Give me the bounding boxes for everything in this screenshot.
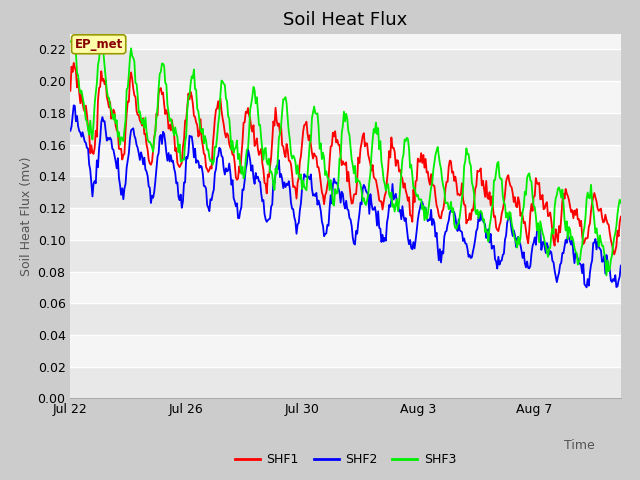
- SHF3: [332, 186, 339, 192]
- SHF2: [332, 180, 340, 185]
- SHF2: [606, 267, 614, 273]
- SHF1: [617, 214, 625, 219]
- SHF3: [394, 208, 402, 214]
- Title: Soil Heat Flux: Soil Heat Flux: [284, 11, 408, 29]
- SHF1: [365, 156, 373, 162]
- Bar: [70, 240, 621, 272]
- SHF2: [396, 209, 403, 215]
- Y-axis label: Soil Heat Flux (mv): Soil Heat Flux (mv): [20, 156, 33, 276]
- Line: SHF2: SHF2: [70, 105, 621, 288]
- Bar: [70, 208, 621, 240]
- Legend: SHF1, SHF2, SHF3: SHF1, SHF2, SHF3: [230, 448, 461, 471]
- Text: EP_met: EP_met: [75, 38, 123, 51]
- Bar: [70, 303, 621, 335]
- SHF1: [67, 88, 74, 94]
- SHF1: [519, 213, 527, 219]
- SHF2: [70, 102, 77, 108]
- SHF3: [605, 268, 612, 274]
- Line: SHF1: SHF1: [70, 63, 621, 254]
- SHF3: [518, 219, 525, 225]
- Text: Time: Time: [564, 439, 595, 452]
- Bar: [70, 49, 621, 81]
- Bar: [70, 81, 621, 113]
- Bar: [70, 335, 621, 367]
- SHF2: [365, 211, 373, 216]
- Bar: [70, 144, 621, 176]
- SHF1: [329, 130, 337, 135]
- SHF2: [519, 255, 527, 261]
- SHF2: [583, 285, 591, 290]
- SHF1: [70, 60, 77, 66]
- Bar: [70, 367, 621, 398]
- SHF1: [332, 140, 340, 145]
- SHF2: [617, 263, 625, 268]
- SHF3: [603, 273, 611, 278]
- SHF2: [329, 181, 337, 187]
- SHF2: [67, 128, 74, 133]
- Bar: [70, 176, 621, 208]
- Bar: [70, 113, 621, 144]
- Line: SHF3: SHF3: [70, 42, 621, 276]
- SHF3: [67, 39, 74, 45]
- Bar: [70, 272, 621, 303]
- SHF1: [396, 168, 403, 174]
- SHF3: [364, 192, 372, 197]
- SHF1: [605, 222, 612, 228]
- SHF1: [611, 252, 618, 257]
- SHF3: [328, 187, 335, 192]
- SHF3: [617, 200, 625, 206]
